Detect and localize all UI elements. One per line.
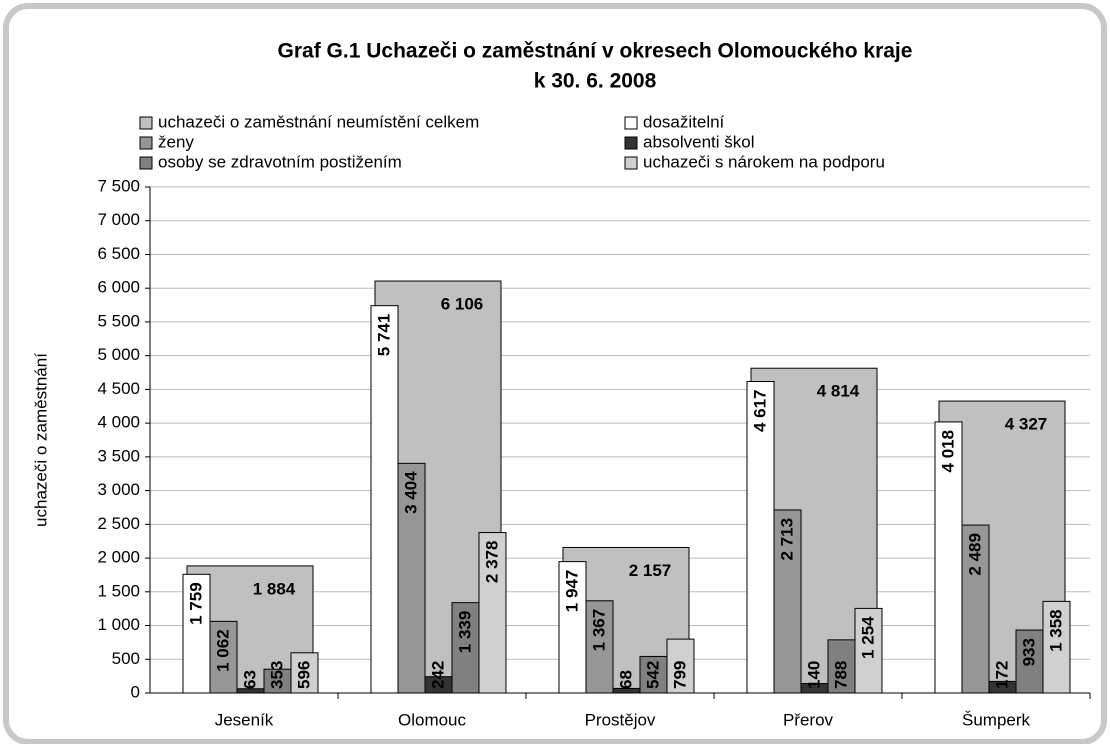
value-label: 1 062 — [213, 629, 232, 672]
bar — [558, 561, 587, 694]
value-label: 68 — [616, 670, 635, 689]
bar — [961, 524, 990, 694]
chart-subtitle: k 30. 6. 2008 — [534, 70, 657, 93]
bar — [854, 607, 883, 694]
y-tick-label: 500 — [112, 649, 140, 668]
x-tick-label: Olomouc — [398, 710, 467, 729]
x-tick-label: Prostějov — [585, 710, 656, 729]
y-tick-label: 6 000 — [97, 278, 140, 297]
value-label: 353 — [267, 661, 286, 689]
bar — [773, 509, 802, 694]
legend-label: dosažitelní — [643, 112, 725, 131]
legend-label: uchazeči s nárokem na podporu — [643, 152, 885, 171]
value-label: 5 741 — [374, 314, 393, 357]
y-tick-label: 1 000 — [97, 615, 140, 634]
legend-swatch — [139, 156, 153, 170]
y-tick-label: 3 000 — [97, 480, 140, 499]
value-label: 242 — [428, 661, 447, 689]
value-label: 3 404 — [401, 471, 420, 514]
chart-title: Graf G.1 Uchazeči o zaměstnání v okresec… — [278, 40, 913, 63]
bar — [397, 462, 426, 694]
value-label: 2 713 — [777, 518, 796, 561]
value-label: 1 358 — [1046, 609, 1065, 652]
y-tick-label: 2 000 — [97, 548, 140, 567]
value-label: 1 884 — [253, 579, 296, 598]
y-tick-label: 2 500 — [97, 514, 140, 533]
value-label: 4 018 — [938, 430, 957, 473]
legend-swatch — [139, 136, 153, 150]
value-label: 1 254 — [858, 616, 877, 659]
value-label: 2 157 — [629, 561, 672, 580]
bar — [666, 638, 695, 694]
y-tick-label: 7 000 — [97, 210, 140, 229]
value-label: 596 — [294, 661, 313, 689]
legend-label: absolventi škol — [643, 132, 755, 151]
bar — [585, 600, 614, 694]
bar — [209, 620, 238, 694]
legend-label: ženy — [158, 132, 194, 151]
value-label: 6 106 — [441, 295, 484, 314]
value-label: 1 759 — [186, 582, 205, 625]
value-label: 4 814 — [817, 382, 860, 401]
y-tick-label: 5 000 — [97, 345, 140, 364]
y-tick-label: 0 — [131, 682, 140, 701]
legend-swatch — [139, 116, 153, 130]
y-tick-label: 4 500 — [97, 379, 140, 398]
bar — [1015, 629, 1044, 694]
y-tick-label: 6 500 — [97, 244, 140, 263]
bar — [934, 421, 963, 694]
value-label: 933 — [1019, 638, 1038, 666]
value-label: 140 — [804, 661, 823, 689]
y-tick-label: 4 000 — [97, 413, 140, 432]
bar — [1042, 600, 1071, 694]
legend-label: osoby se zdravotním postižením — [158, 152, 402, 171]
value-label: 788 — [831, 661, 850, 689]
legend-swatch — [624, 136, 638, 150]
value-label: 1 339 — [455, 611, 474, 654]
x-tick-label: Šumperk — [962, 710, 1031, 729]
y-tick-label: 1 500 — [97, 581, 140, 600]
value-label: 799 — [670, 661, 689, 689]
bar — [478, 532, 507, 694]
value-label: 172 — [992, 661, 1011, 689]
y-tick-label: 7 500 — [97, 176, 140, 195]
x-tick-label: Přerov — [783, 710, 834, 729]
value-label: 542 — [643, 661, 662, 689]
bar — [746, 381, 775, 694]
value-label: 63 — [240, 670, 259, 689]
bar — [827, 639, 856, 694]
y-axis-title: uchazeči o zaměstnání — [31, 353, 50, 527]
legend-swatch — [624, 116, 638, 130]
value-label: 4 617 — [750, 390, 769, 433]
bar — [451, 602, 480, 694]
value-label: 2 489 — [965, 533, 984, 576]
bar — [290, 652, 319, 694]
value-label: 4 327 — [1005, 415, 1048, 434]
bar — [370, 305, 399, 694]
y-tick-label: 5 500 — [97, 311, 140, 330]
value-label: 1 947 — [562, 570, 581, 613]
y-tick-label: 3 500 — [97, 446, 140, 465]
x-tick-label: Jeseník — [215, 710, 274, 729]
value-label: 2 378 — [482, 541, 501, 584]
legend-swatch — [624, 156, 638, 170]
value-label: 1 367 — [589, 609, 608, 652]
legend-label: uchazeči o zaměstnání neumístění celkem — [158, 112, 479, 131]
